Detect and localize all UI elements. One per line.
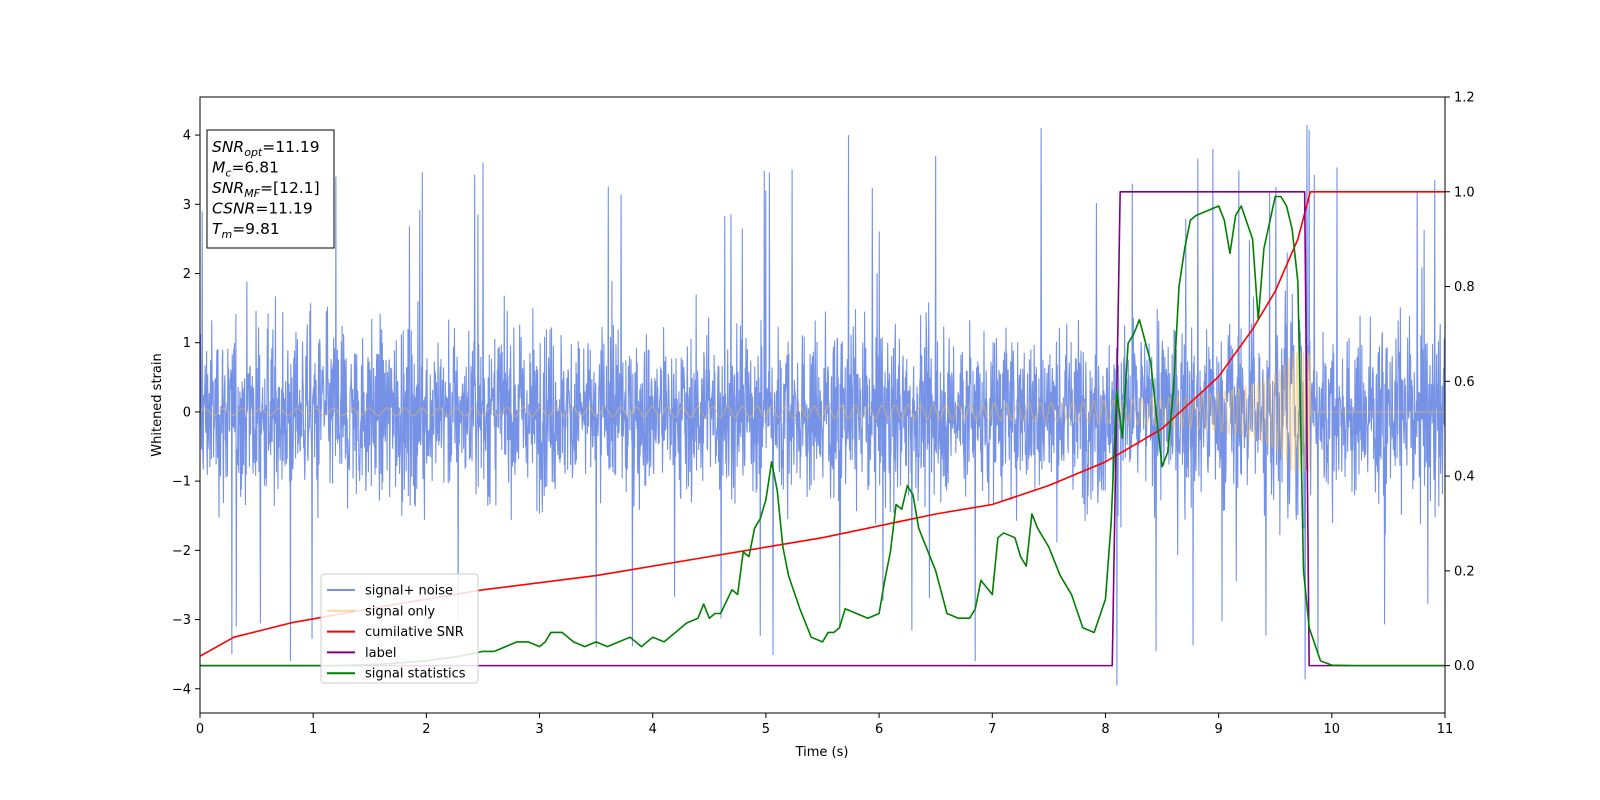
x-tick-label: 4 [649, 722, 657, 737]
series-signal-only [200, 351, 1445, 473]
x-axis-ticks: 0 1 2 3 4 5 6 7 8 9 10 11 [196, 713, 1453, 737]
info-box-line: SNRMF=[12.1] [212, 179, 320, 200]
y-left-tick-label: 4 [183, 129, 191, 144]
info-box-line: Mc=6.81 [212, 159, 279, 180]
y-right-tick-label: 1.2 [1454, 91, 1475, 106]
info-box-line: SNRopt=11.19 [212, 138, 320, 159]
y-right-tick-label: 0.6 [1454, 375, 1475, 390]
legend: signal+ noise signal only cumilative SNR la… [320, 573, 479, 684]
x-tick-label: 11 [1437, 722, 1454, 737]
x-tick-label: 2 [422, 722, 430, 737]
y-right-tick-label: 1.0 [1454, 185, 1475, 200]
info-box-frame [206, 129, 335, 249]
y-right-tick-label: 0.0 [1454, 659, 1475, 674]
y-axis-label: Whitened strain [150, 353, 165, 456]
x-tick-label: 3 [535, 722, 543, 737]
legend-label-label: label [365, 646, 396, 661]
y-left-tick-label: 0 [183, 405, 191, 420]
x-tick-label: 6 [875, 722, 883, 737]
legend-label-signal-statistics: signal statistics [365, 667, 466, 682]
x-tick-label: 9 [1214, 722, 1222, 737]
y-left-tick-label: −4 [172, 682, 191, 697]
info-box-line: Tm=9.81 [212, 220, 280, 241]
right-y-axis-ticks: 0.0 0.2 0.4 0.6 0.8 1.0 1.2 [1445, 91, 1475, 674]
plot-frame [199, 96, 1446, 714]
y-left-tick-label: −3 [172, 613, 191, 628]
info-box-line: CSNR=11.19 [212, 200, 313, 218]
left-y-axis-ticks: −4 −3 −2 −1 0 1 2 3 4 [172, 129, 200, 697]
y-left-tick-label: −2 [172, 544, 191, 559]
x-tick-label: 5 [762, 722, 770, 737]
legend-label-signal-only: signal only [365, 604, 435, 619]
x-tick-label: 10 [1324, 722, 1341, 737]
legend-frame [320, 573, 479, 684]
x-tick-label: 8 [1101, 722, 1109, 737]
y-left-tick-label: −1 [172, 475, 191, 490]
y-right-tick-label: 0.2 [1454, 564, 1475, 579]
x-axis-label: Time (s) [795, 745, 849, 760]
legend-label-cumilative-snr: cumilative SNR [365, 625, 464, 640]
y-left-tick-label: 1 [183, 336, 191, 351]
x-tick-label: 7 [988, 722, 996, 737]
info-box: SNRopt=11.19Mc=6.81SNRMF=[12.1]CSNR=11.1… [206, 129, 335, 249]
y-left-tick-label: 3 [183, 198, 191, 213]
x-tick-label: 1 [309, 722, 317, 737]
series-signal-statistics [200, 195, 1445, 667]
x-tick-label: 0 [196, 722, 204, 737]
y-right-tick-label: 0.8 [1454, 280, 1475, 295]
y-right-tick-label: 0.4 [1454, 470, 1475, 485]
y-left-tick-label: 2 [183, 267, 191, 282]
legend-label-signal-noise: signal+ noise [365, 584, 453, 599]
